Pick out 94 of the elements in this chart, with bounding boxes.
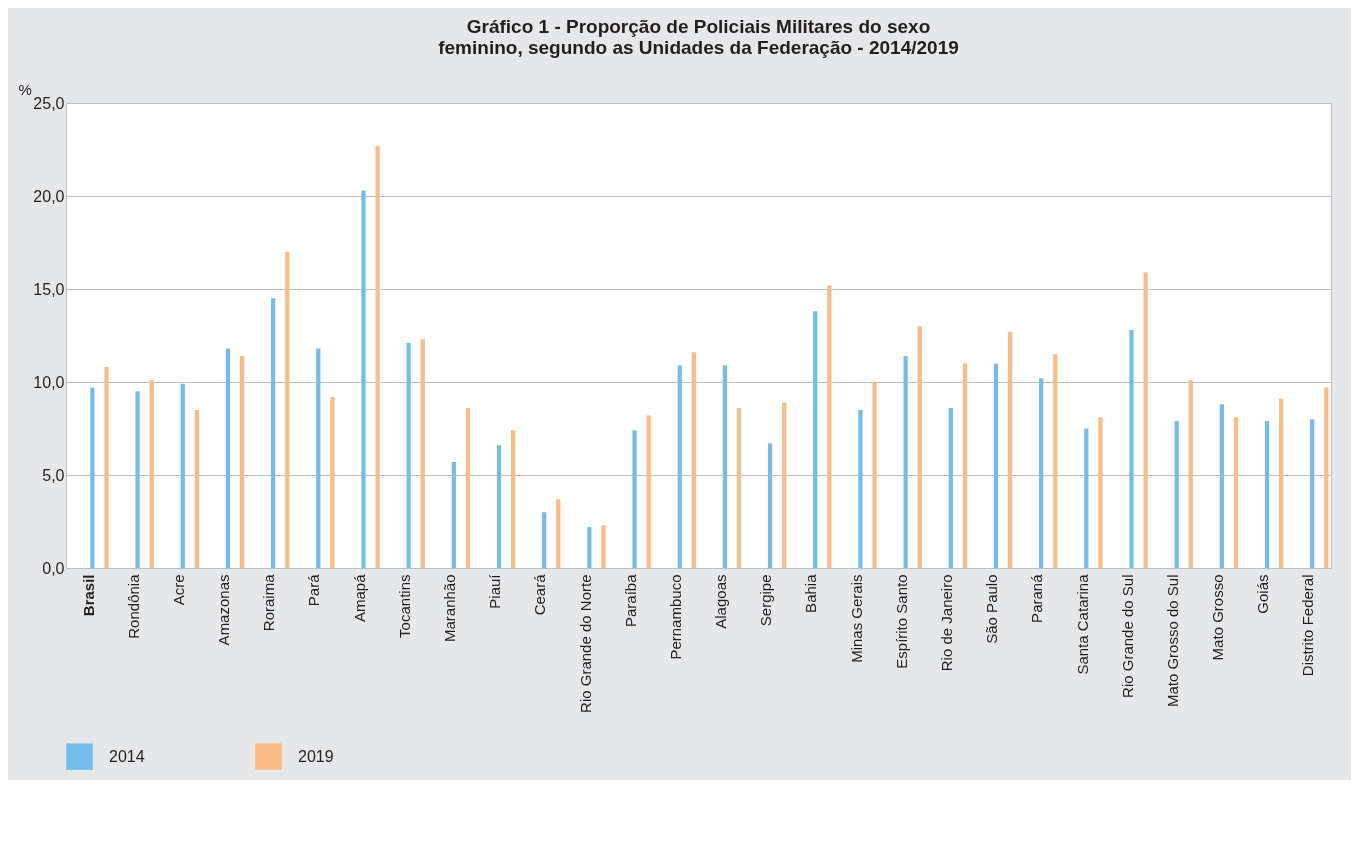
bar — [1310, 419, 1315, 568]
bar — [556, 499, 561, 568]
bar — [1188, 380, 1193, 568]
bar — [135, 391, 140, 568]
x-tick-label: Acre — [169, 574, 187, 606]
bar — [903, 355, 908, 568]
bar — [451, 461, 456, 568]
x-tick-label: Santa Catarina — [1073, 573, 1091, 675]
bar — [587, 527, 592, 568]
y-axis-title: % — [18, 80, 32, 98]
y-tick-label: 20,0 — [33, 187, 65, 205]
bar — [1084, 428, 1089, 568]
bar — [1174, 421, 1179, 568]
bar — [465, 408, 471, 568]
x-tick-label: Brasil — [79, 574, 97, 617]
bar — [1324, 387, 1329, 568]
bar — [1143, 272, 1148, 568]
x-tick-label: Rondônia — [124, 573, 142, 639]
bar — [406, 342, 411, 568]
bar — [722, 365, 728, 568]
bar — [1279, 398, 1284, 568]
bar — [1129, 329, 1134, 568]
x-tick-label: São Paulo — [983, 574, 1001, 644]
x-tick-label: Ceará — [531, 573, 549, 616]
bar — [1219, 404, 1224, 568]
bar — [736, 408, 742, 568]
y-tick-label: 10,0 — [33, 373, 65, 391]
bar — [194, 409, 199, 568]
bar — [632, 430, 637, 568]
x-tick-label: Rio Grande do Norte — [576, 574, 594, 713]
bar — [511, 430, 516, 568]
bar — [90, 387, 95, 568]
x-tick-label: Goiás — [1254, 574, 1272, 614]
bar — [496, 445, 502, 568]
x-tick-label: Bahia — [802, 573, 820, 613]
y-tick-label: 25,0 — [33, 94, 65, 112]
x-tick-label: Pernambuco — [666, 574, 684, 660]
bar — [180, 383, 185, 568]
bar — [677, 365, 682, 568]
bar — [813, 311, 818, 568]
bar — [827, 285, 832, 568]
x-tick-label: Distrito Federal — [1299, 574, 1317, 677]
legend-label: 2019 — [298, 747, 334, 765]
x-tick-label: Paraíba — [621, 573, 639, 628]
bar — [239, 355, 245, 568]
bar — [104, 367, 109, 568]
x-tick-label: Rio Grande do Sul — [1118, 574, 1136, 698]
bar — [1264, 421, 1270, 568]
x-tick-label: Piauí — [486, 573, 504, 609]
bar — [1039, 378, 1044, 568]
legend-label: 2014 — [109, 747, 145, 765]
bar — [285, 251, 290, 568]
bar — [858, 409, 863, 568]
x-tick-label: Espírito Santo — [892, 574, 910, 669]
bar — [767, 443, 773, 568]
bar — [316, 348, 321, 568]
bar — [420, 339, 425, 568]
x-tick-label: Roraima — [260, 573, 278, 632]
bar — [271, 298, 276, 568]
bar — [375, 145, 380, 568]
x-tick-label: Pará — [305, 573, 323, 607]
bar — [542, 512, 547, 568]
x-tick-label: Alagoas — [712, 574, 730, 629]
x-tick-label: Sergipe — [757, 574, 775, 627]
bar — [149, 380, 154, 568]
x-tick-label: Tocantins — [395, 574, 413, 638]
x-tick-label: Amazonas — [215, 574, 233, 646]
bar — [782, 402, 787, 568]
chart-title: Gráfico 1 - Proporção de Policiais Militares do sexo feminino, segundo as Unidades da Federação - 2014/2019 — [438, 16, 959, 58]
x-tick-label: Mato Grosso — [1209, 574, 1227, 661]
x-tick-label: Amapá — [350, 573, 368, 623]
bar — [917, 326, 922, 568]
bar — [361, 190, 366, 568]
x-tick-label: Minas Gerais — [847, 574, 865, 663]
y-tick-label: 5,0 — [42, 466, 65, 484]
bar — [1007, 331, 1013, 568]
bar — [872, 382, 877, 568]
bar — [691, 352, 696, 568]
x-tick-label: Mato Grosso do Sul — [1163, 574, 1181, 708]
bar — [1233, 417, 1239, 568]
y-tick-label: 15,0 — [33, 280, 65, 298]
bar — [601, 525, 606, 568]
bar — [1098, 417, 1103, 568]
x-tick-label: Maranhão — [441, 574, 459, 643]
bar — [948, 408, 953, 568]
bar — [225, 348, 231, 568]
bar — [1053, 354, 1058, 568]
x-tick-label: Rio de Janeiro — [937, 574, 955, 672]
bar — [962, 363, 968, 568]
bar — [330, 396, 335, 568]
y-tick-label: 0,0 — [42, 559, 65, 577]
bar — [646, 415, 651, 568]
x-tick-label: Paraná — [1028, 573, 1046, 623]
bar — [993, 363, 999, 568]
